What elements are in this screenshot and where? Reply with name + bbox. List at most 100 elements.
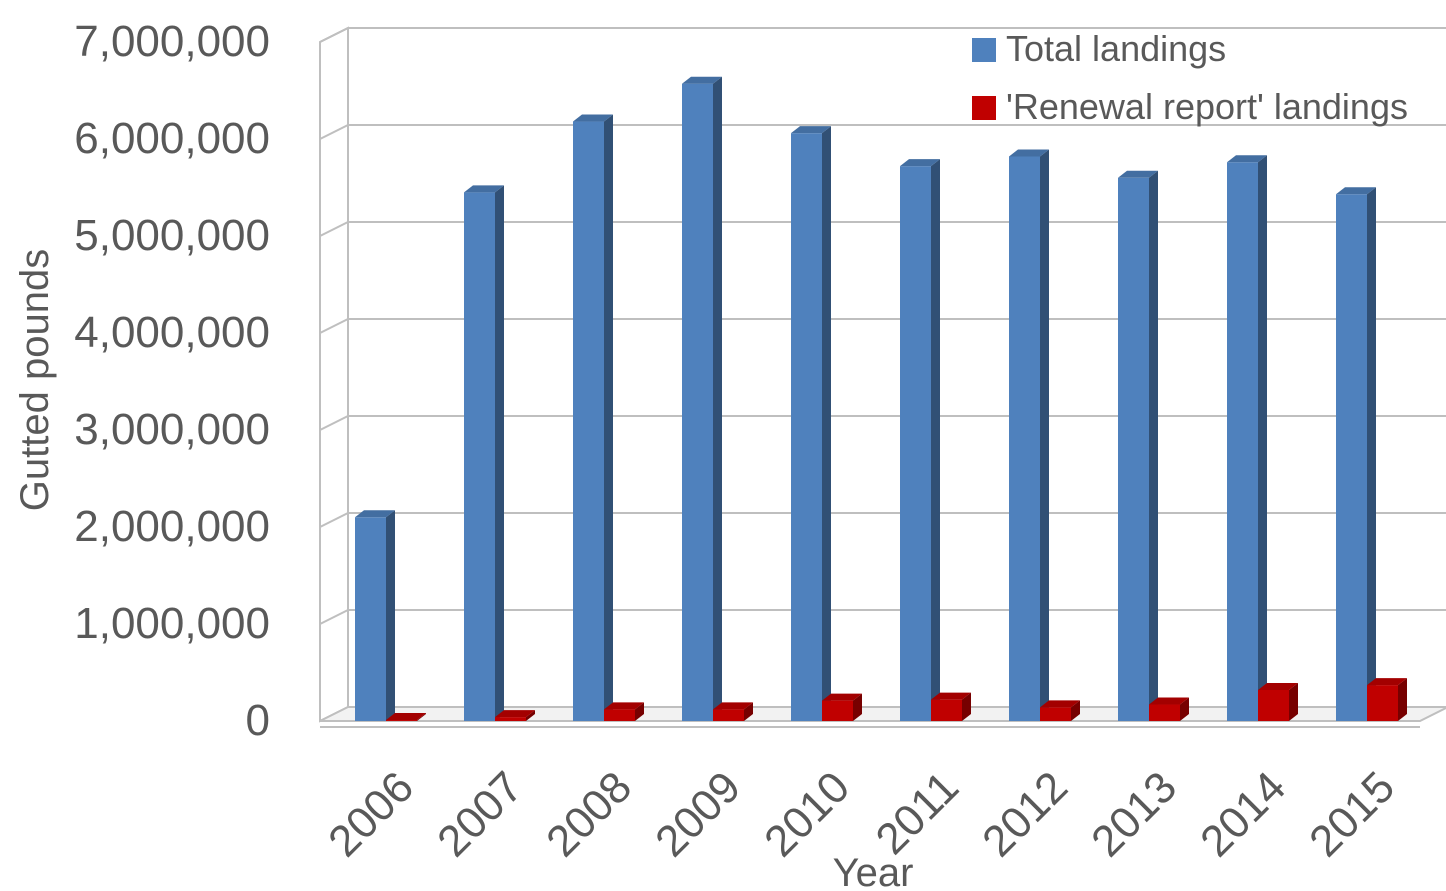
gridline: [319, 221, 1446, 237]
y-tick-label: 3,000,000: [74, 405, 270, 454]
bar-side: [1180, 697, 1189, 721]
bar-renewal-2008: [604, 702, 644, 721]
x-tick-label: 2007: [428, 762, 532, 866]
gridline: [319, 318, 1446, 334]
bar-front: [495, 717, 526, 721]
bar-total-2013: [1118, 170, 1158, 722]
gridline: [319, 27, 1446, 43]
bar-total-2010: [791, 126, 831, 722]
bar-side: [635, 702, 644, 721]
y-tick-label: 0: [246, 696, 270, 745]
bar-side: [1398, 678, 1407, 721]
bar-front: [386, 720, 417, 721]
legend-swatch: [972, 38, 996, 62]
bar-renewal-2015: [1367, 678, 1407, 721]
bar-side: [853, 693, 862, 721]
bar-front: [1040, 707, 1071, 721]
x-axis-title: Year: [833, 851, 914, 891]
gridlines: [319, 27, 1446, 625]
bar-top: [1118, 170, 1158, 178]
bar-top: [1227, 155, 1267, 163]
bars-group: [355, 76, 1407, 722]
bar-side: [1367, 187, 1376, 722]
bar-top: [1258, 682, 1298, 690]
bar-total-2006: [355, 510, 395, 721]
bar-front: [1009, 156, 1040, 721]
legend-label: Total landings: [1006, 28, 1226, 69]
bar-front: [791, 133, 822, 721]
bar-renewal-2014: [1258, 682, 1298, 721]
bar-top: [682, 76, 722, 84]
y-tick-label: 6,000,000: [74, 114, 270, 163]
bar-renewal-2011: [931, 692, 971, 721]
bar-top: [495, 710, 535, 718]
bar-total-2008: [573, 114, 613, 722]
gridline: [319, 415, 1446, 431]
bar-top: [713, 702, 753, 710]
bar-top: [604, 702, 644, 710]
bar-top: [1040, 700, 1080, 708]
x-tick-label: 2015: [1300, 762, 1404, 866]
bar-renewal-2010: [822, 693, 862, 721]
bar-top: [791, 126, 831, 134]
bar-front: [1118, 177, 1149, 722]
y-tick-label: 2,000,000: [74, 502, 270, 551]
y-tick-label: 7,000,000: [74, 17, 270, 66]
bar-front: [1258, 689, 1289, 721]
x-tick-label: 2014: [1191, 762, 1295, 866]
x-tick-label: 2013: [1082, 762, 1186, 866]
bar-side: [822, 126, 831, 722]
y-tick-label: 1,000,000: [74, 599, 270, 648]
bar-total-2014: [1227, 155, 1267, 721]
bar-side: [386, 510, 395, 721]
x-tick-label: 2009: [646, 762, 750, 866]
bar-side: [526, 710, 535, 721]
bar-renewal-2013: [1149, 697, 1189, 721]
bar-side: [417, 713, 426, 721]
bar-side: [931, 159, 940, 721]
bar-top: [822, 693, 862, 701]
bar-side: [1289, 682, 1298, 721]
bar-front: [682, 83, 713, 721]
bar-total-2011: [900, 159, 940, 721]
x-tick-label: 2012: [973, 762, 1077, 866]
bar-front: [604, 709, 635, 721]
bar-renewal-2009: [713, 702, 753, 721]
bar-top: [1336, 187, 1376, 195]
bar-renewal-2007: [495, 710, 535, 721]
bar-front: [900, 166, 931, 721]
bar-side: [1040, 149, 1049, 721]
y-axis-ticks: 0 1,000,000 2,000,000 3,000,000 4,000,000 5,0…: [74, 17, 270, 745]
bar-side: [1258, 155, 1267, 721]
x-tick-label: 2011: [867, 762, 969, 864]
bar-renewal-2006: [386, 713, 426, 721]
bar-top: [900, 159, 940, 167]
bar-side: [495, 185, 504, 722]
bar-top: [355, 510, 395, 518]
bar-front: [573, 121, 604, 722]
bar-front: [931, 699, 962, 721]
bar-side: [713, 76, 722, 721]
bar-front: [355, 517, 386, 721]
bar-total-2012: [1009, 149, 1049, 721]
bar-renewal-2012: [1040, 700, 1080, 721]
bar-front: [713, 709, 744, 721]
bar-top: [573, 114, 613, 122]
bar-front: [1336, 194, 1367, 722]
bar-total-2007: [464, 185, 504, 722]
bar-top: [464, 185, 504, 193]
bar-side: [962, 692, 971, 721]
bar-top: [931, 692, 971, 700]
bar-total-2015: [1336, 187, 1376, 722]
bar-side: [1071, 700, 1080, 721]
legend-swatch: [972, 96, 996, 120]
bar-top: [1009, 149, 1049, 157]
bar-top: [386, 713, 426, 721]
bar-front: [464, 192, 495, 722]
x-tick-label: 2006: [319, 762, 423, 866]
bar-top: [1367, 678, 1407, 686]
y-axis-title: Gutted pounds: [13, 249, 57, 511]
legend-label: 'Renewal report' landings: [1006, 86, 1408, 127]
